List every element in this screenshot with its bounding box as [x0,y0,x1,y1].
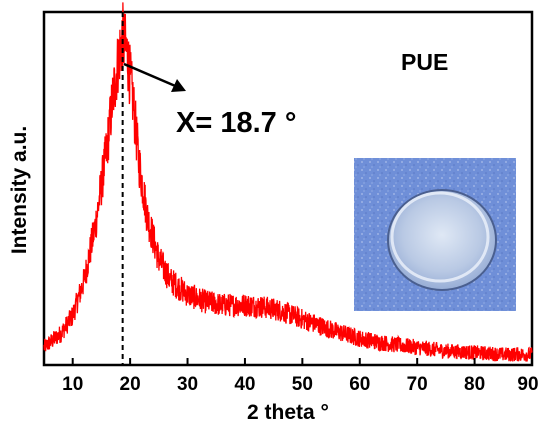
y-axis-title: Intensity a.u. [8,126,31,254]
x-tick-label: 20 [120,374,141,395]
series-group [43,2,533,362]
x-axis-ticks: 10 20 30 40 50 60 70 80 90 [62,358,539,395]
peak-arrow-head [171,79,186,92]
inset-photo [354,158,516,311]
peak-arrow-line [123,62,181,90]
sample-disc-rim [390,191,490,283]
sample-disc [387,189,497,291]
x-tick-label: 60 [349,374,370,395]
peak-label: X= 18.7 ° [176,107,296,139]
x-tick-label: 30 [177,374,198,395]
x-tick-label: 90 [517,374,538,395]
x-tick-label: 10 [62,374,83,395]
x-tick-label: 50 [292,374,313,395]
sample-label: PUE [401,49,448,75]
x-tick-label: 70 [407,374,428,395]
x-tick-label: 40 [234,374,255,395]
series-line-0 [43,2,533,362]
x-axis-title: 2 theta ° [247,401,329,424]
x-tick-label: 80 [464,374,485,395]
